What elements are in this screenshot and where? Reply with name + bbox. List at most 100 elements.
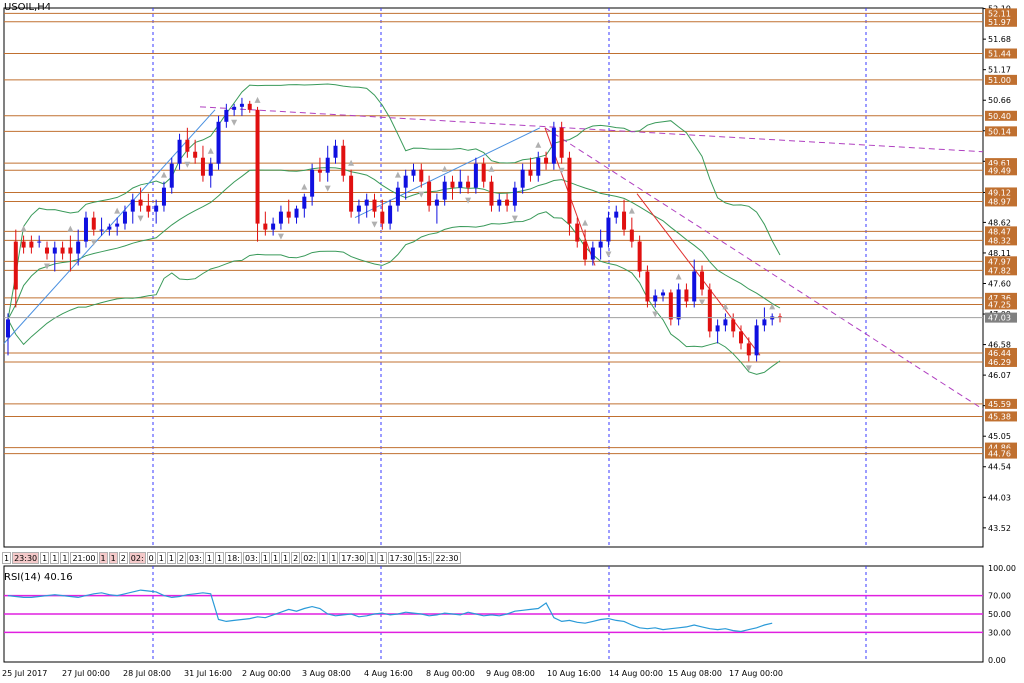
trade-marker[interactable]: 1 — [367, 552, 377, 564]
price-tick-label: 50.66 — [988, 96, 1011, 105]
bollinger-lower — [7, 211, 781, 375]
candle-body — [138, 199, 143, 206]
trade-marker[interactable]: 22:30 — [433, 552, 461, 564]
trade-marker[interactable]: 1 — [319, 552, 329, 564]
candle-body — [224, 109, 229, 122]
candle-body — [442, 181, 447, 200]
fractal-up-marker — [301, 183, 308, 190]
trade-marker[interactable]: 1 — [270, 552, 281, 564]
fractal-up-marker — [441, 165, 448, 172]
trade-marker[interactable]: 0 — [146, 552, 156, 564]
fractal-up-marker — [207, 147, 214, 154]
fractal-up-marker — [535, 141, 542, 148]
zigzag-up — [354, 127, 541, 219]
trade-marker[interactable]: 18: — [225, 552, 242, 564]
level-label: 52.11 — [988, 9, 1011, 18]
candle-body — [6, 319, 10, 338]
candle-body — [473, 163, 478, 188]
fractal-up-marker — [160, 171, 167, 178]
price-tick-label: 48.11 — [988, 249, 1011, 258]
candle-body — [645, 271, 650, 302]
trade-marker[interactable]: 1 — [204, 552, 214, 564]
candle-body — [154, 205, 159, 212]
candle-body — [130, 199, 135, 212]
rsi-axis-label: 30.00 — [988, 628, 1011, 637]
candle-body — [458, 181, 463, 188]
candle-body — [317, 169, 322, 173]
level-label: 49.49 — [988, 166, 1011, 175]
trade-marker[interactable]: 1 — [156, 552, 166, 564]
level-label-box — [985, 48, 1017, 59]
candle-body — [707, 289, 712, 332]
candle-body — [544, 157, 549, 164]
fractal-down-marker — [511, 215, 518, 222]
candle-body — [653, 295, 658, 302]
trade-marker[interactable]: 2 — [291, 552, 301, 564]
symbol-label: USOIL,H4 — [4, 2, 52, 13]
level-label-box — [985, 235, 1017, 246]
trade-marker[interactable]: 03: — [187, 552, 204, 564]
candle-body — [216, 121, 221, 164]
fractal-down-marker — [184, 161, 191, 168]
trade-marker[interactable]: 15: — [415, 552, 433, 564]
candle-body — [169, 163, 174, 188]
candle-body — [762, 319, 767, 326]
trade-marker[interactable]: 2 — [118, 552, 128, 564]
candle-body — [68, 247, 73, 254]
candle-body — [115, 223, 120, 227]
candle-body — [177, 139, 182, 164]
trade-marker[interactable]: 1 — [98, 552, 108, 564]
candle-body — [575, 223, 580, 242]
trendline-descending — [544, 127, 984, 410]
trade-marker[interactable]: 1 — [60, 552, 70, 564]
trade-marker[interactable]: 1 — [2, 552, 12, 564]
candle-body — [278, 211, 283, 224]
trade-marker[interactable]: 17:30 — [387, 552, 415, 564]
candle-body — [364, 199, 369, 206]
trade-marker[interactable]: 2 — [176, 552, 187, 564]
candle-body — [372, 199, 377, 212]
candle-body — [232, 106, 237, 110]
trade-marker[interactable]: 1 — [40, 552, 50, 564]
trade-marker[interactable]: 23:30 — [12, 552, 40, 564]
level-label-box — [985, 8, 1017, 19]
candle-body — [754, 325, 759, 356]
trade-marker[interactable]: 1 — [329, 552, 339, 564]
time-axis-label: 28 Jul 08:00 — [123, 669, 171, 678]
candle-body — [356, 205, 361, 212]
candle-body — [629, 229, 634, 242]
trade-marker[interactable]: 02: — [301, 552, 319, 564]
candle-body — [37, 241, 42, 243]
price-tick-label: 45.05 — [988, 432, 1011, 441]
level-label-box — [985, 448, 1017, 459]
candle-body — [676, 289, 681, 320]
fractal-up-marker — [628, 207, 635, 214]
trade-marker[interactable]: 1 — [50, 552, 60, 564]
candle-body — [427, 181, 432, 206]
trade-marker[interactable]: 1 — [377, 552, 387, 564]
candle-body — [21, 241, 26, 248]
rsi-axis-label: 70.00 — [988, 592, 1011, 601]
time-axis-label: 9 Aug 08:00 — [486, 669, 535, 678]
trade-marker[interactable]: 03: — [242, 552, 260, 564]
level-label: 46.44 — [988, 349, 1011, 358]
level-label-box — [985, 265, 1017, 276]
candle-body — [614, 211, 619, 218]
time-axis-label: 17 Aug 00:00 — [729, 669, 783, 678]
fractal-down-marker — [137, 215, 144, 222]
candle-body — [723, 319, 728, 326]
trade-marker[interactable]: 1 — [281, 552, 291, 564]
trade-marker[interactable]: 1 — [166, 552, 176, 564]
trade-marker[interactable]: 17:30 — [339, 552, 367, 564]
level-label: 50.14 — [988, 127, 1011, 136]
trade-markers-strip[interactable]: 1 23:30 1 1 1 21:00 1 1 2 02: 0 1 1 2 03: 1 1 18: 03: 1 1 1 2 0… — [2, 552, 461, 564]
trade-marker[interactable]: 02: — [128, 552, 146, 564]
time-axis-label: 31 Jul 16:00 — [184, 669, 232, 678]
time-axis-label: 2 Aug 00:00 — [242, 669, 291, 678]
candle-body — [200, 157, 205, 176]
trade-marker[interactable]: 1 — [215, 552, 225, 564]
trade-marker[interactable]: 1 — [260, 552, 270, 564]
trade-marker[interactable]: 21:00 — [70, 552, 98, 564]
trade-marker[interactable]: 1 — [108, 552, 118, 564]
fractal-down-marker — [90, 239, 97, 246]
